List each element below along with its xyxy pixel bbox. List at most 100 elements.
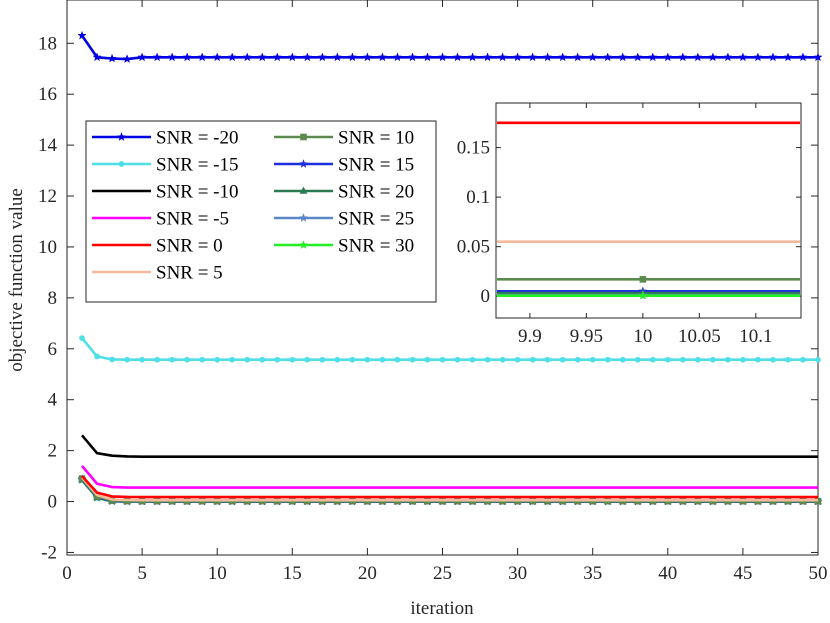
legend-label: SNR = -10 [156,182,239,203]
data-point [709,356,716,363]
data-point [94,353,100,360]
data-point [257,52,267,62]
data-point [484,356,491,363]
data-point [407,52,418,62]
data-point [298,213,309,223]
inset-series-snr-30 [497,290,800,300]
inset-x-tick-label: 10.1 [739,326,772,347]
data-point [167,52,177,62]
data-point [755,356,761,363]
legend-entry-snr-0: SNR = 0 [92,236,223,257]
data-point [298,159,309,169]
data-point [544,356,551,363]
data-point [392,52,403,62]
data-point [638,290,648,300]
data-point [302,52,313,62]
inset-x-tick-label: 9.95 [570,326,603,347]
x-tick-label: 5 [137,563,147,584]
series-snr-5 [81,476,818,502]
data-point [287,52,298,62]
data-point [648,52,658,62]
y-tick-label: 18 [38,33,57,54]
series-line [81,475,818,499]
data-point [527,52,538,62]
data-point [109,356,115,363]
legend-label: SNR = 5 [156,263,223,284]
data-point [197,52,207,62]
data-point [482,52,493,62]
x-tick-label: 15 [283,563,302,584]
data-point [800,356,806,363]
series-snr-20 [77,30,823,64]
data-point [639,276,647,283]
data-point [437,52,448,62]
data-point [633,52,643,62]
data-point [499,356,506,363]
legend-label: SNR = 10 [338,128,414,149]
data-point [182,52,192,62]
inset-y-tick-label: 0.15 [457,138,490,159]
series-line [81,465,818,489]
data-point [124,356,130,363]
series-line [81,434,818,459]
data-point [424,356,431,363]
data-point [77,30,87,40]
x-tick-label: 30 [508,563,527,584]
data-point [107,53,117,63]
legend-label: SNR = 30 [338,236,414,257]
data-point [317,52,328,62]
series-snr-0 [81,475,818,499]
data-point [152,52,162,62]
main-plot-area [77,30,823,506]
data-point [300,133,307,141]
legend-entry-snr-10: SNR = 10 [274,128,414,149]
data-point [212,52,222,62]
data-point [319,356,326,363]
series-snr-10 [81,434,818,459]
data-point [708,52,718,62]
data-point [723,52,733,62]
data-point [454,356,461,363]
data-point [678,52,688,62]
data-point [574,356,581,363]
legend-label: SNR = -20 [156,128,239,149]
data-point [229,356,236,363]
data-point [439,356,446,363]
data-point [347,52,358,62]
data-point [679,356,686,363]
data-point [272,52,282,62]
y-tick-label: 12 [38,186,57,207]
series-line [81,476,818,502]
data-point [259,356,266,363]
data-point [379,356,386,363]
data-point [589,356,596,363]
y-tick-label: 4 [48,390,58,411]
data-point [785,356,791,363]
legend-entry-snr-30: SNR = 30 [274,236,414,257]
data-point [169,356,176,363]
series-snr-5 [81,465,818,489]
data-point [298,240,309,250]
inset-x-tick-label: 10 [633,326,652,347]
data-point [289,356,296,363]
y-tick-label: 16 [38,84,57,105]
x-tick-label: 40 [658,563,677,584]
data-point [694,356,701,363]
legend-entry-snr-10: SNR = -10 [92,182,239,203]
inset-y-tick-label: 0 [481,286,491,307]
data-point [815,356,821,363]
data-point [604,356,611,363]
legend-label: SNR = -15 [156,155,239,176]
data-point [770,356,776,363]
data-point [92,52,102,62]
data-point [364,356,371,363]
data-point [334,356,341,363]
inset-axes-box [495,102,802,319]
data-point [227,52,237,62]
inset-x-tick-label: 9.9 [518,326,542,347]
y-tick-label: 2 [48,441,58,462]
data-point [813,52,823,62]
legend-entry-snr-20: SNR = 20 [274,182,414,203]
data-point [649,356,656,363]
